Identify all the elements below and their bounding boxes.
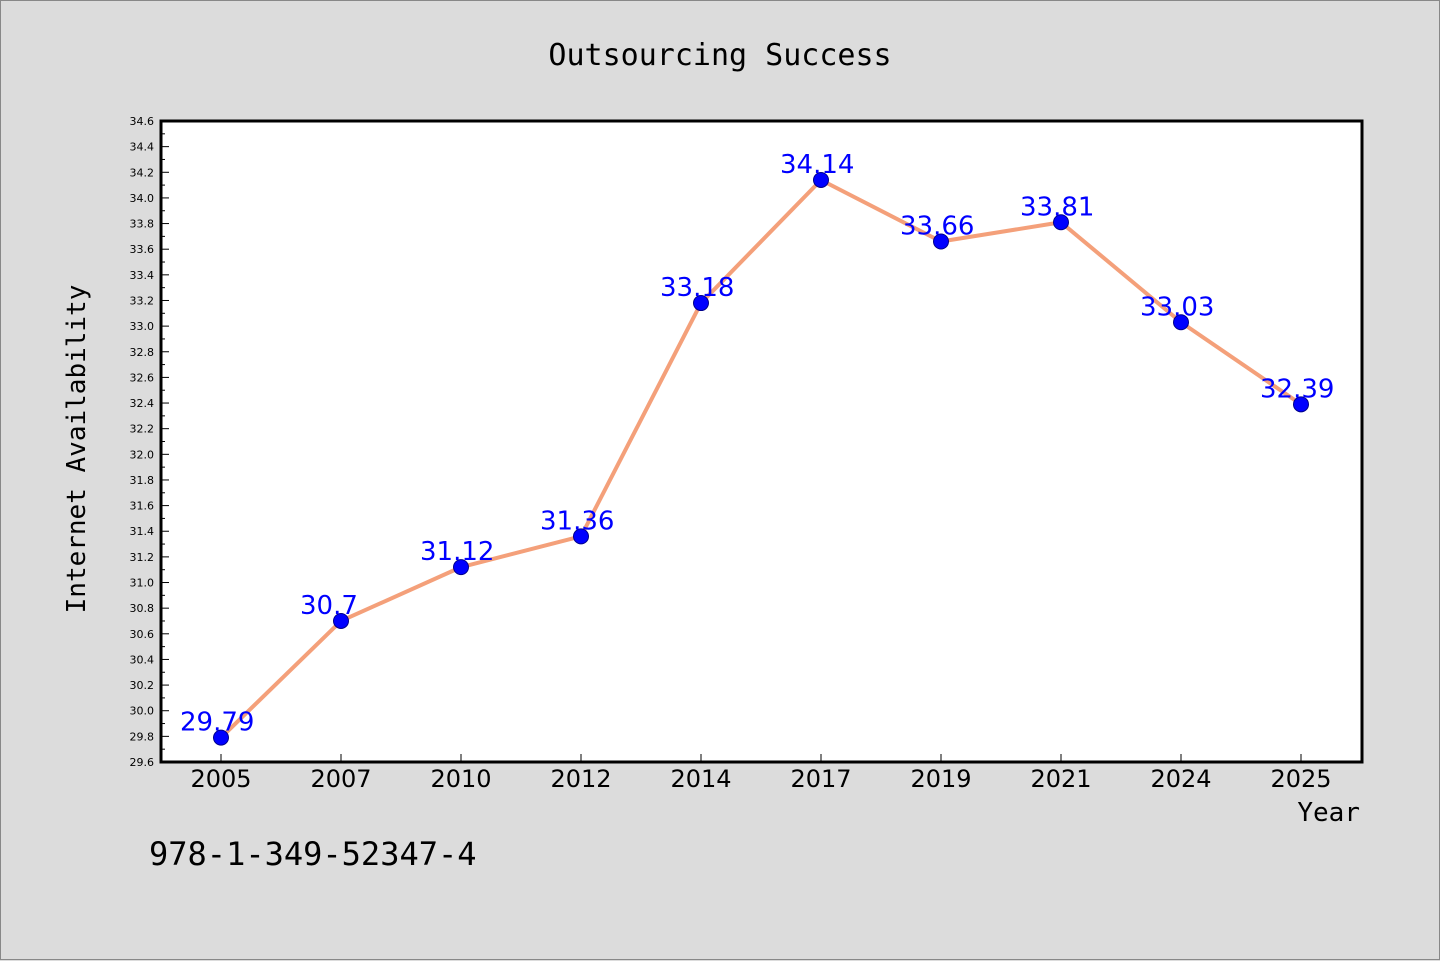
y-tick-label: 32.2 <box>130 423 155 436</box>
y-tick-label: 32.0 <box>130 448 155 461</box>
x-tick-label: 2005 <box>190 765 251 793</box>
series-group: 29.79 30.7 31.12 31.36 33.18 34.14 33.66 33.81 3… <box>180 150 1334 746</box>
series-line <box>219 177 1303 740</box>
x-tick-label: 2021 <box>1030 765 1091 793</box>
y-axis: 29.6 29.8 30.0 30.2 30.4 30.6 30.8 31.0 31.2 31.4… <box>130 115 169 769</box>
data-label: 30.7 <box>300 591 358 621</box>
data-point <box>1293 396 1309 413</box>
x-tick-label: 2012 <box>550 765 611 793</box>
data-label: 31.12 <box>420 537 494 567</box>
chart-title: Outsourcing Success <box>548 38 891 73</box>
y-tick-label: 33.4 <box>130 269 155 282</box>
plot-area <box>159 119 1364 764</box>
y-axis-label: Internet Availability <box>62 285 92 614</box>
y-tick-label: 30.2 <box>130 679 155 692</box>
y-tick-label: 33.8 <box>130 218 155 231</box>
x-tick-label: 2019 <box>910 765 971 793</box>
y-tick-label: 33.6 <box>130 243 155 256</box>
y-tick-label: 32.4 <box>130 397 155 410</box>
y-tick-label: 30.0 <box>130 705 155 718</box>
y-tick-label: 31.2 <box>130 551 155 564</box>
y-tick-label: 33.2 <box>130 294 155 307</box>
x-axis: 2005 2007 2010 2012 2014 2017 2019 2021 2024 2025 <box>190 754 1332 793</box>
y-tick-label: 30.6 <box>130 628 155 641</box>
y-tick-label: 29.8 <box>130 730 155 743</box>
y-tick-label: 29.6 <box>130 756 155 769</box>
data-label: 32.39 <box>1260 374 1334 404</box>
data-point <box>1173 314 1189 331</box>
data-point <box>213 729 229 746</box>
x-tick-label: 2007 <box>310 765 371 793</box>
data-point <box>933 233 949 250</box>
y-tick-label: 32.8 <box>130 346 155 359</box>
data-point <box>693 295 709 312</box>
x-tick-label: 2010 <box>430 765 491 793</box>
y-tick-label: 34.4 <box>130 141 155 154</box>
data-label: 33.66 <box>900 212 974 242</box>
x-tick-label: 2024 <box>1150 765 1211 793</box>
y-tick-label: 33.0 <box>130 320 155 333</box>
data-label: 33.18 <box>660 273 734 303</box>
y-tick-label: 34.6 <box>130 115 155 128</box>
x-tick-label: 2025 <box>1270 765 1331 793</box>
data-label: 29.79 <box>180 708 254 738</box>
data-point <box>453 559 469 576</box>
x-tick-label: 2017 <box>790 765 851 793</box>
y-tick-label: 31.0 <box>130 577 155 590</box>
y-tick-label: 30.4 <box>130 653 155 666</box>
data-label: 33.03 <box>1140 292 1214 322</box>
isbn-footnote: 978-1-349-52347-4 <box>149 835 477 873</box>
y-tick-label: 31.8 <box>130 474 155 487</box>
x-tick-label: 2014 <box>670 765 731 793</box>
y-tick-label: 34.2 <box>130 166 155 179</box>
data-label: 33.81 <box>1020 192 1094 222</box>
y-tick-label: 31.4 <box>130 525 155 538</box>
y-tick-label: 34.0 <box>130 192 155 205</box>
data-label: 34.14 <box>780 150 854 180</box>
data-point <box>1053 214 1069 231</box>
y-tick-label: 30.8 <box>130 602 155 615</box>
data-point <box>813 171 829 188</box>
y-tick-label: 32.6 <box>130 371 155 384</box>
data-point <box>573 528 589 545</box>
y-tick-label: 31.6 <box>130 500 155 513</box>
data-label: 31.36 <box>540 506 614 536</box>
x-axis-label: Year <box>1297 798 1360 828</box>
data-point <box>333 612 349 629</box>
